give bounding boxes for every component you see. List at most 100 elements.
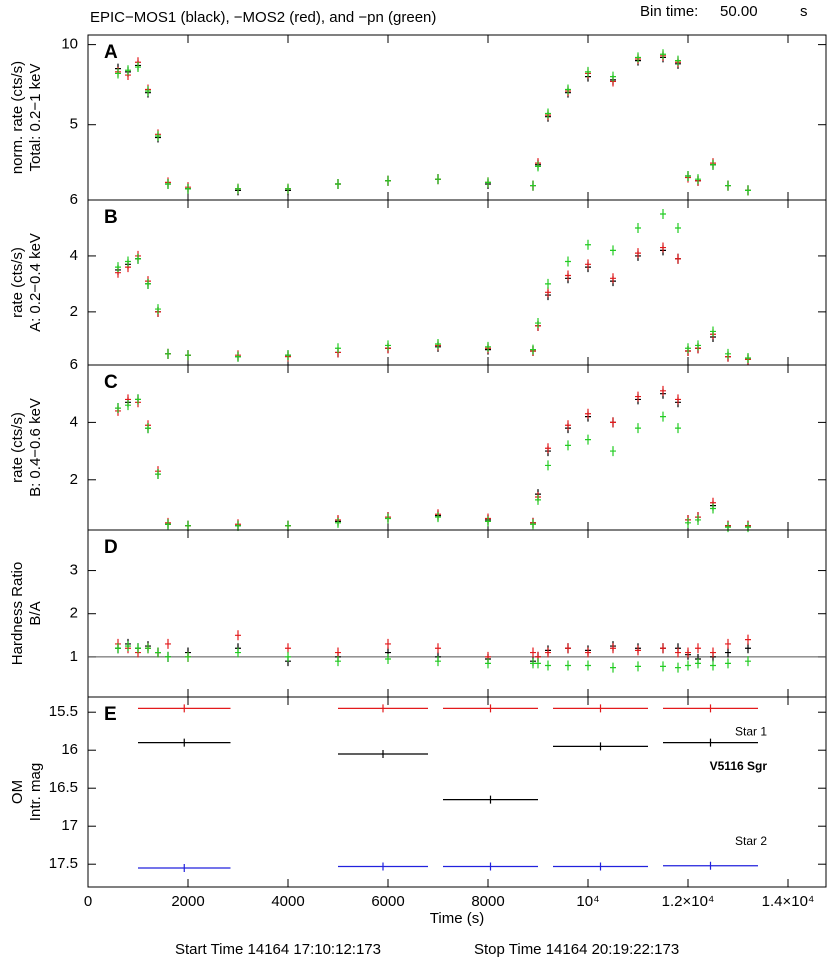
data-point [535,161,541,172]
data-point [385,175,391,186]
data-point [145,278,151,289]
data-point [675,423,681,434]
data-point [695,658,701,669]
data-point [545,108,551,119]
y-tick-label: 4 [70,413,78,430]
data-point [675,662,681,673]
x-tick-label: 1.4×10⁴ [762,893,815,910]
data-point [530,647,536,658]
y-tick-label: 5 [70,116,78,133]
magnitude-bar [443,862,538,871]
data-point [235,351,241,362]
data-point [165,651,171,662]
data-point [285,520,291,531]
data-point [115,262,121,273]
series-label: Star 1 [735,725,767,739]
data-point [235,183,241,194]
data-point [710,660,716,671]
data-point [435,656,441,667]
data-point [635,52,641,63]
data-point [485,177,491,188]
data-point [610,446,616,457]
data-point [675,394,681,405]
data-point [235,647,241,658]
y-tick-label: 1 [70,648,78,665]
y-tick-label: 17 [61,817,78,834]
data-point [545,278,551,289]
y-axis-label: Intr. mag [27,763,44,821]
data-point [565,270,571,281]
panel-frame [87,34,827,201]
data-point [135,62,141,73]
data-point [485,341,491,352]
data-point [135,643,141,654]
y-tick-label: 10 [61,36,78,53]
data-point [185,520,191,531]
data-point [125,641,131,652]
data-point [635,423,641,434]
data-point [585,408,591,419]
data-point [660,208,666,219]
data-point [530,344,536,355]
chart-title: EPIC−MOS1 (black), −MOS2 (red), and −pn … [90,9,436,26]
data-point [745,634,751,645]
data-point [165,638,171,649]
magnitude-bar [338,750,428,758]
data-point [285,350,291,361]
data-point [685,343,691,354]
data-point [385,638,391,649]
data-point [725,658,731,669]
data-point [660,661,666,672]
data-point [695,340,701,351]
panel-frame [87,696,827,888]
data-point [710,326,716,337]
x-tick-label: 2000 [171,893,204,910]
y-tick-label: 16 [61,741,78,758]
data-point [155,647,161,658]
data-point [635,645,641,656]
data-point [565,420,571,431]
series-label: Star 2 [735,834,767,848]
data-point [745,522,751,533]
data-point [545,443,551,454]
magnitude-bar [663,704,758,713]
bin-value: 50.00 [720,3,758,20]
data-point [435,512,441,523]
data-point [155,130,161,141]
data-point [530,180,536,191]
panel-frame [87,529,827,698]
x-tick-label: 4000 [271,893,304,910]
magnitude-bar [443,704,538,713]
x-axis-label: Time (s) [430,910,484,927]
bin-label: Bin time: [640,3,698,20]
data-point [545,460,551,471]
data-point [710,503,716,514]
series-label: V5116 Sgr [710,759,768,773]
data-point [545,660,551,671]
data-point [115,403,121,414]
data-point [185,350,191,361]
data-point [610,643,616,654]
data-point [635,661,641,672]
data-point [385,513,391,524]
data-point [725,348,731,359]
data-point [285,183,291,194]
start-time: Start Time 14164 17:10:12:173 [175,941,381,958]
data-point [745,353,751,364]
data-point [535,318,541,329]
data-point [610,273,616,284]
magnitude-bar [338,862,428,871]
data-point [485,516,491,527]
panel-frame [87,199,827,366]
magnitude-bar [663,861,758,870]
data-point [585,647,591,658]
data-point [115,643,121,654]
data-point [125,65,131,76]
panel-label: D [104,537,118,558]
data-point [745,643,751,654]
data-point [585,259,591,270]
x-tick-label: 0 [84,893,92,910]
data-point [725,647,731,658]
panel-label: A [104,42,118,63]
